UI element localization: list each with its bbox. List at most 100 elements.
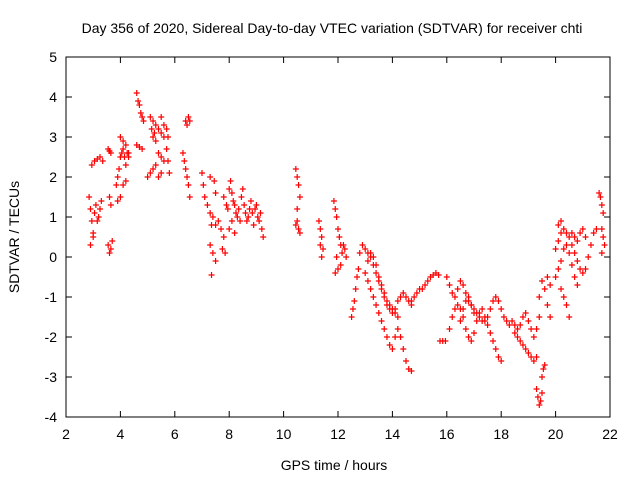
data-point xyxy=(560,246,567,252)
data-point xyxy=(563,242,570,248)
x-tick-label: 4 xyxy=(117,426,125,442)
data-point xyxy=(446,326,453,332)
data-point xyxy=(413,290,420,296)
data-point xyxy=(517,322,524,328)
data-point xyxy=(354,274,361,280)
data-point xyxy=(577,230,584,236)
y-tick-label: 0 xyxy=(49,249,57,265)
data-point xyxy=(335,226,341,232)
data-point xyxy=(118,150,125,156)
data-point xyxy=(517,338,524,344)
data-point xyxy=(150,134,157,140)
x-tick-label: 8 xyxy=(225,426,233,442)
data-point xyxy=(292,222,299,228)
data-point xyxy=(348,314,355,320)
data-point xyxy=(598,202,605,208)
x-tick-label: 16 xyxy=(439,426,455,442)
data-point xyxy=(566,314,573,320)
data-point xyxy=(560,226,567,232)
data-point xyxy=(555,222,562,228)
data-point xyxy=(335,266,341,272)
x-tick-label: 18 xyxy=(493,426,509,442)
data-point xyxy=(560,294,567,300)
data-point xyxy=(370,254,377,260)
y-tick-label: 4 xyxy=(49,89,57,105)
data-point xyxy=(373,302,380,308)
data-point xyxy=(258,226,265,232)
data-point xyxy=(487,330,494,336)
data-point xyxy=(389,346,396,352)
data-point xyxy=(498,306,505,312)
data-point xyxy=(160,122,167,128)
data-point xyxy=(571,234,578,240)
data-point xyxy=(579,226,586,232)
data-point xyxy=(422,282,429,288)
data-point xyxy=(397,294,404,300)
data-point xyxy=(585,254,592,260)
data-point xyxy=(226,186,233,192)
data-point xyxy=(245,214,252,220)
data-point xyxy=(95,214,102,220)
data-point xyxy=(136,102,143,108)
data-point xyxy=(566,250,573,256)
y-tick-label: -2 xyxy=(45,329,58,345)
data-point xyxy=(446,282,453,288)
data-point xyxy=(147,114,154,120)
data-point xyxy=(530,334,537,340)
data-point xyxy=(600,234,607,240)
data-point xyxy=(333,214,340,220)
data-point xyxy=(117,194,124,200)
data-point xyxy=(558,230,565,236)
data-point xyxy=(249,210,256,216)
data-point xyxy=(500,314,507,320)
data-point xyxy=(536,402,543,408)
data-point xyxy=(468,302,475,308)
data-point xyxy=(555,266,562,272)
data-point xyxy=(341,246,348,252)
data-point xyxy=(243,218,250,224)
data-point xyxy=(147,170,154,176)
data-point xyxy=(522,310,529,316)
data-point xyxy=(462,298,469,304)
data-point xyxy=(228,190,235,196)
data-point xyxy=(253,202,260,208)
data-point xyxy=(544,302,551,308)
data-point xyxy=(373,270,380,276)
data-point xyxy=(383,298,390,304)
data-point xyxy=(533,354,540,360)
data-point xyxy=(533,326,540,332)
data-point xyxy=(107,202,114,208)
data-point xyxy=(317,242,324,248)
data-point xyxy=(120,138,127,144)
data-point xyxy=(568,230,575,236)
data-point xyxy=(460,314,467,320)
data-point xyxy=(122,162,129,168)
data-point xyxy=(254,214,261,220)
data-point xyxy=(394,326,401,332)
data-point xyxy=(506,322,513,328)
data-point xyxy=(296,230,303,236)
data-point xyxy=(392,310,399,316)
data-point xyxy=(514,326,521,332)
data-point xyxy=(235,206,242,212)
y-axis-label: SDTVAR / TECUs xyxy=(6,181,22,293)
data-point xyxy=(454,286,461,292)
data-point xyxy=(403,358,409,364)
data-point xyxy=(113,182,120,188)
data-point xyxy=(125,150,132,156)
data-point xyxy=(152,122,159,128)
data-point xyxy=(492,294,499,300)
data-point xyxy=(352,286,359,292)
data-point xyxy=(552,274,559,280)
data-point xyxy=(571,274,578,280)
data-point xyxy=(484,322,491,328)
data-point xyxy=(601,242,608,248)
data-point xyxy=(503,318,510,324)
data-point xyxy=(105,242,112,248)
data-point xyxy=(155,126,162,132)
data-point xyxy=(219,246,226,252)
data-point xyxy=(539,374,545,380)
data-point xyxy=(98,198,105,204)
